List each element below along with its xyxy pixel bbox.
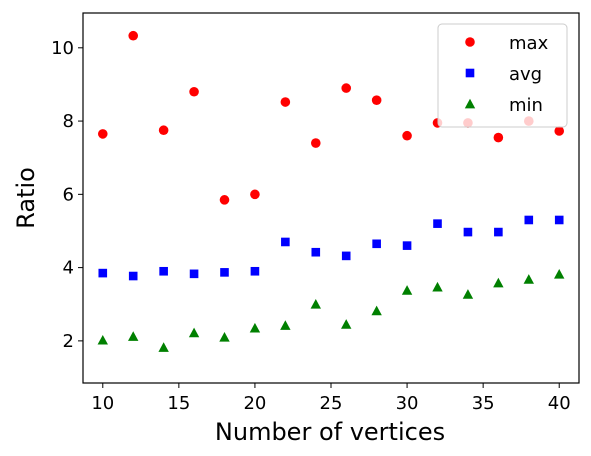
x-tick-label: 10 [91,393,114,414]
max-point [250,189,260,200]
series-avg [98,215,564,281]
min-point [341,319,352,329]
legend-label-min: min [509,95,543,116]
avg-point [98,268,108,278]
min-point [310,299,321,309]
y-tick-label: 2 [63,331,74,352]
max-point [97,129,108,139]
min-point [462,289,474,299]
y-tick-label: 4 [63,258,74,279]
x-tick-label: 20 [243,393,266,414]
ticks-layer: 10 15 20 25 30 35 40 2 4 6 8 10 [51,38,571,414]
x-tick-label: 30 [396,393,419,414]
avg-point [463,227,473,237]
min-point [188,327,200,338]
legend-marker-avg [465,68,475,78]
avg-point [372,239,381,249]
avg-point [433,219,442,228]
legend-marker-max [465,37,475,47]
plot-frame [82,12,580,384]
min-point [401,285,413,295]
legend: max avg min [437,23,568,128]
avg-point [494,227,503,237]
max-point [280,97,291,107]
legend-entries: max avg min [464,33,549,116]
avg-point [554,215,564,225]
min-point [158,342,169,352]
x-tick-label: 25 [320,393,343,414]
legend-label-avg: avg [509,64,542,85]
x-axis-label: Number of vertices [215,418,445,446]
min-point [97,334,108,345]
min-point [493,277,504,288]
avg-point [311,247,321,257]
min-point [371,305,382,316]
min-point [128,331,139,341]
min-point [249,322,261,333]
series-min [97,268,565,352]
max-point [310,138,321,148]
y-tick-label: 10 [51,38,74,59]
min-point [219,332,230,342]
avg-point [341,251,351,261]
y-axis-label: Ratio [12,167,40,229]
max-point [554,126,565,136]
max-point [128,30,139,41]
max-point [219,195,230,205]
avg-point [402,241,412,250]
min-point [280,320,291,330]
avg-point [524,215,534,225]
avg-point [159,266,168,276]
max-point [158,125,169,136]
avg-point [128,271,138,281]
min-point [523,274,534,284]
x-tick-label: 35 [472,393,495,414]
legend-marker-min [464,98,476,109]
x-tick-label: 40 [548,393,571,414]
min-point [554,268,565,279]
max-point [371,95,382,105]
avg-point [250,266,260,276]
min-point [432,281,443,292]
y-tick-label: 6 [63,184,74,205]
avg-point [281,237,290,247]
legend-label-max: max [509,33,549,54]
max-point [341,83,352,93]
avg-point [220,268,229,277]
max-point [493,132,504,143]
avg-point [189,269,199,279]
max-point [189,86,199,97]
x-tick-label: 15 [167,393,190,414]
max-point [402,130,412,141]
y-tick-label: 8 [63,111,74,132]
